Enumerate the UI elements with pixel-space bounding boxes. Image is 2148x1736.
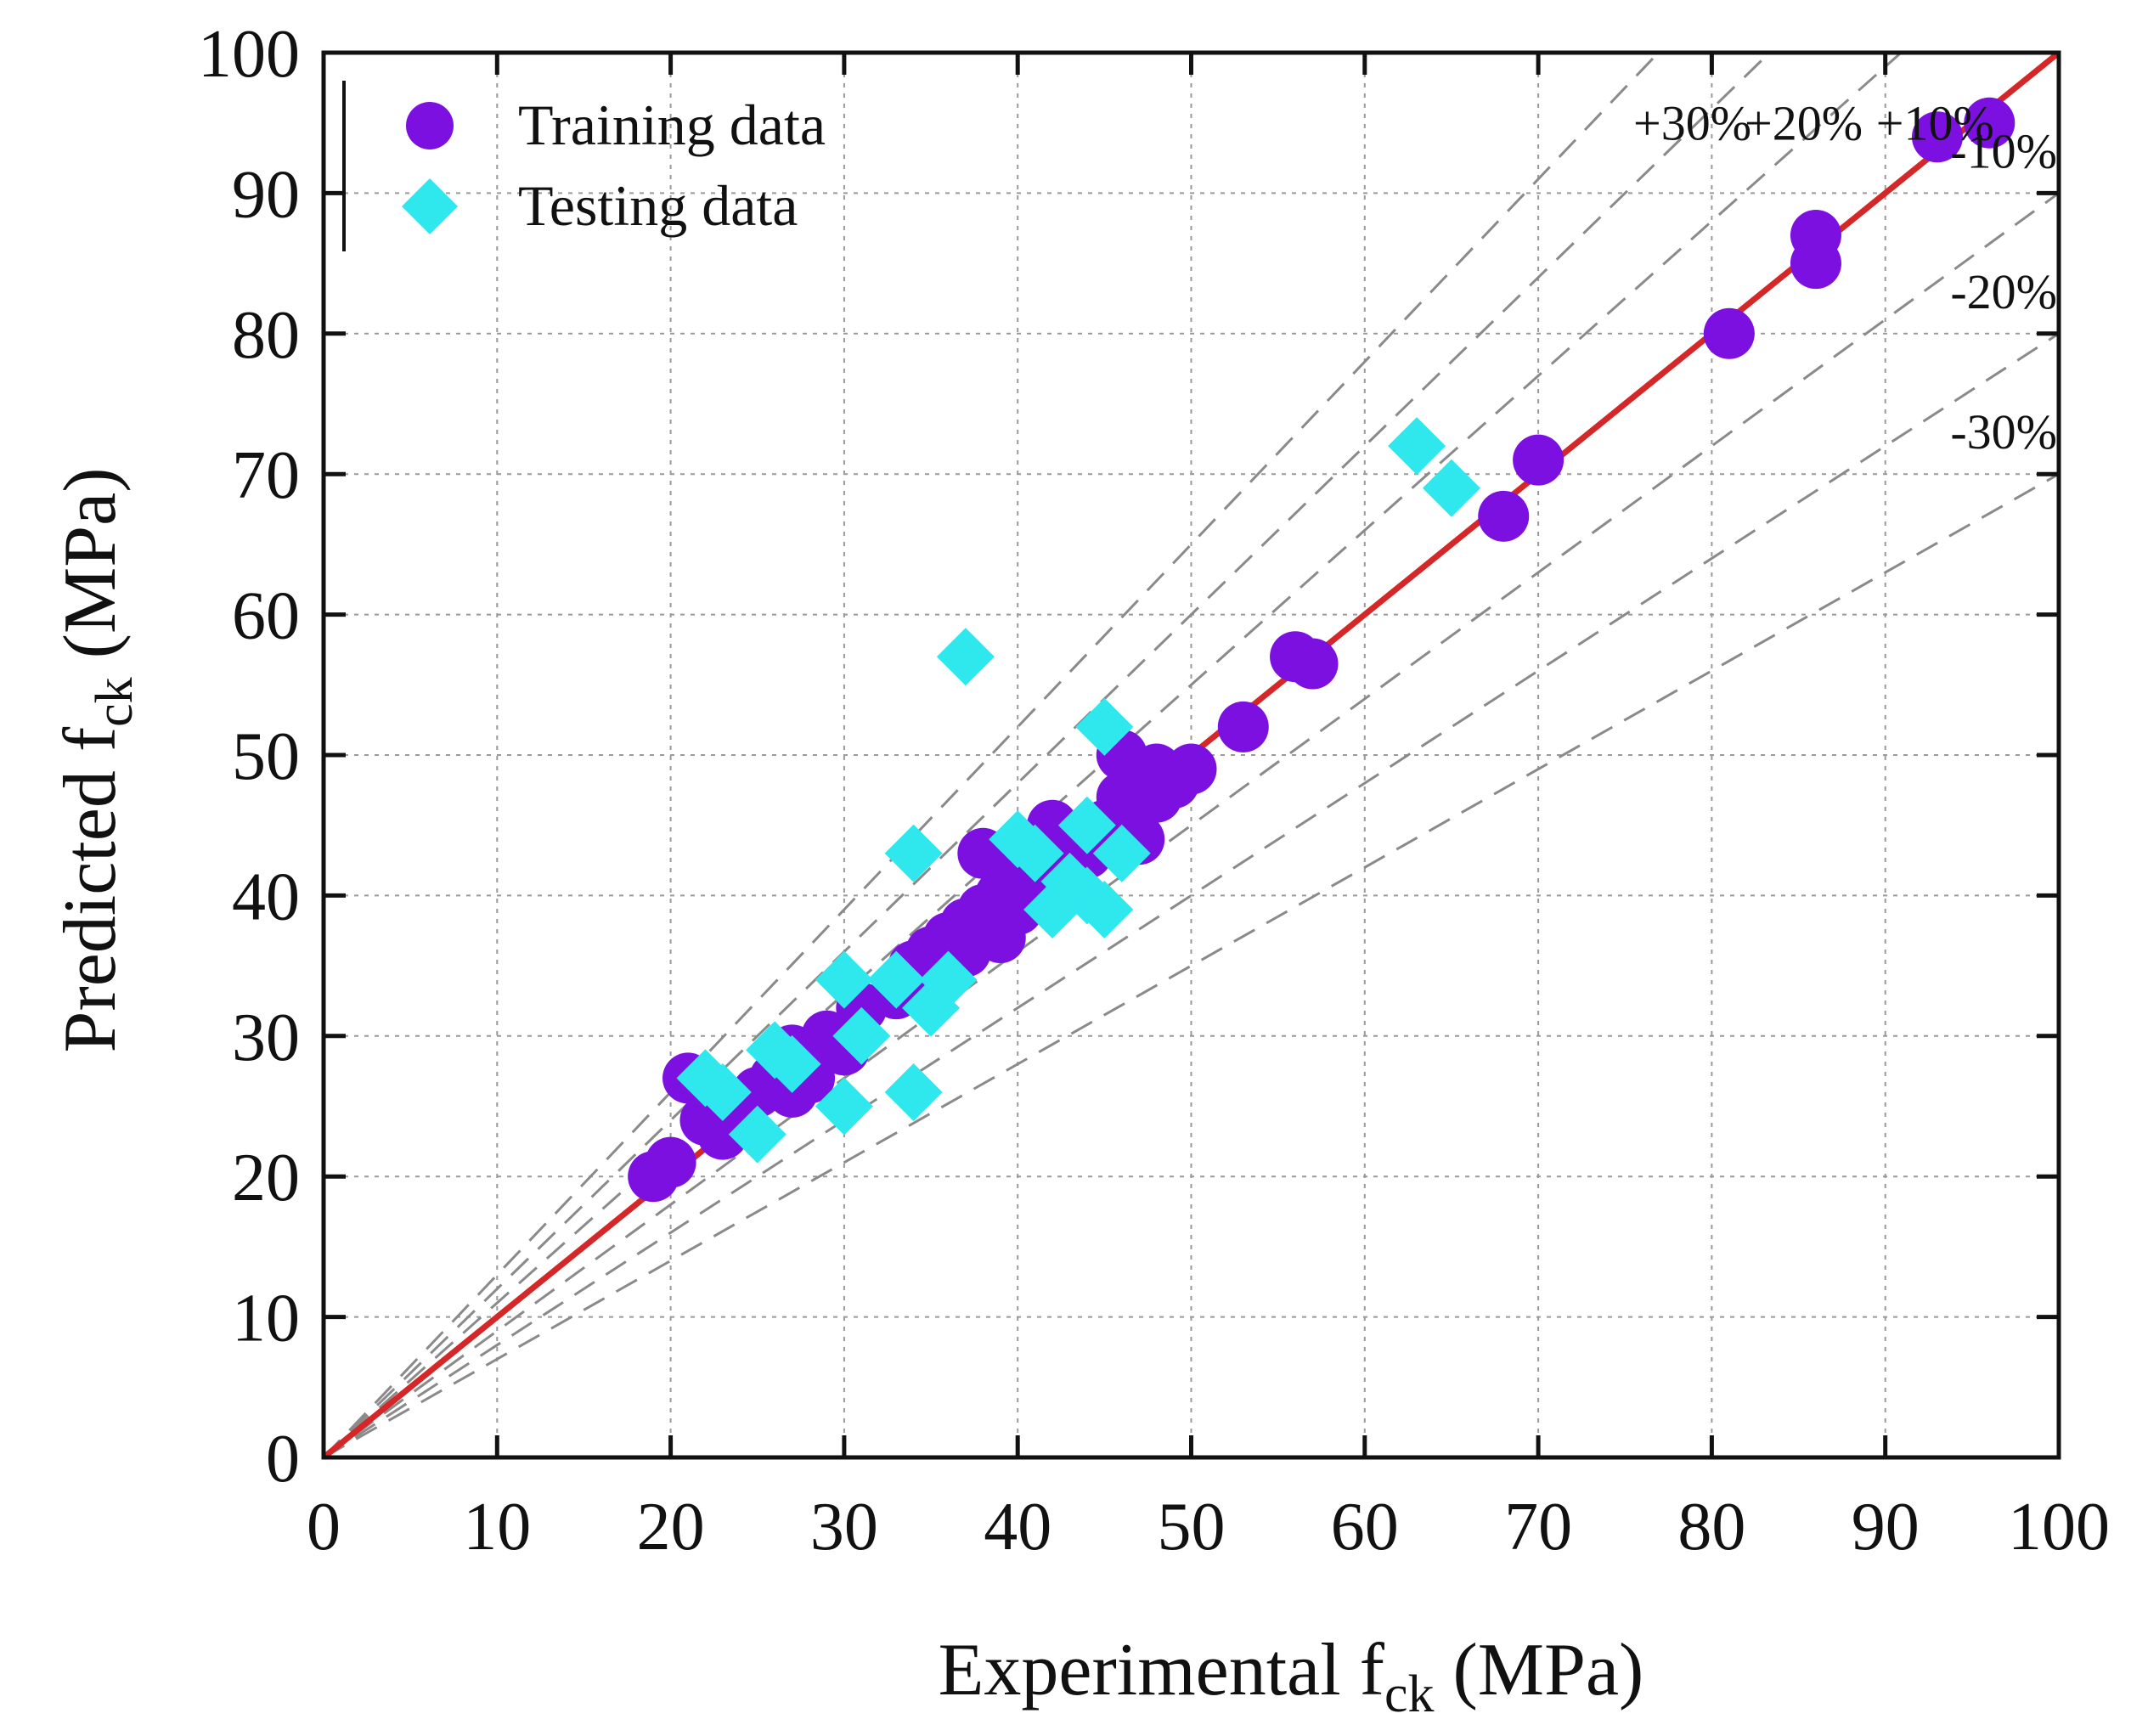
y-tick-label: 50 xyxy=(232,719,300,794)
x-tick-label: 70 xyxy=(1504,1490,1572,1564)
x-tick-label: 90 xyxy=(1852,1490,1920,1564)
training-point xyxy=(1165,743,1217,795)
training-point xyxy=(1703,307,1755,359)
testing-point xyxy=(1057,796,1116,854)
testing-point xyxy=(1075,697,1134,756)
y-tick-label: 100 xyxy=(198,17,300,92)
legend-label: Testing data xyxy=(518,173,798,238)
x-tick-label: 0 xyxy=(307,1490,341,1564)
x-axis-title: Experimental fck (MPa) xyxy=(939,1629,1644,1723)
testing-point xyxy=(1075,880,1134,938)
y-tick-label: 90 xyxy=(232,157,300,232)
y-axis-title-sub: ck xyxy=(86,677,144,727)
testing-point xyxy=(884,1062,943,1121)
testing-point xyxy=(884,824,943,882)
x-tick-label: 100 xyxy=(2008,1490,2110,1564)
legend-marker-training xyxy=(406,102,454,149)
x-tick-label: 80 xyxy=(1677,1490,1745,1564)
x-tick-label: 30 xyxy=(810,1490,878,1564)
testing-point xyxy=(832,1006,891,1065)
x-axis-title-main: Experimental f xyxy=(939,1629,1385,1711)
axis-ticks: 0 10 20 30 40 50 60 70 80 90 100 0 10 20 30 40 50 60 70 80 9… xyxy=(198,17,2110,1564)
testing-point xyxy=(1388,417,1446,476)
training-point xyxy=(1911,111,1963,163)
testing-point xyxy=(1422,459,1480,517)
band-line xyxy=(323,472,2060,1459)
testing-point xyxy=(728,1105,786,1164)
training-point xyxy=(1790,210,1841,262)
y-tick-label: 20 xyxy=(232,1141,300,1215)
band-label: -10% xyxy=(1950,123,2057,178)
band-line xyxy=(323,192,2060,1459)
y-axis-title: Predicted fck (MPa) xyxy=(49,467,144,1052)
band-label: -20% xyxy=(1950,264,2057,319)
training-point xyxy=(1287,638,1339,690)
x-tick-label: 40 xyxy=(984,1490,1051,1564)
y-tick-label: 70 xyxy=(232,438,300,513)
testing-point xyxy=(815,950,873,1009)
band-label: +30% xyxy=(1633,96,1751,151)
legend-label: Training data xyxy=(518,93,826,157)
x-tick-label: 20 xyxy=(637,1490,705,1564)
x-axis-title-unit: (MPa) xyxy=(1435,1629,1644,1711)
x-tick-label: 60 xyxy=(1331,1490,1399,1564)
testing-point xyxy=(919,950,978,1009)
y-tick-label: 80 xyxy=(232,298,300,373)
band-labels: +30%+20% +10%-10% -20% -30% xyxy=(1633,96,2057,460)
training-point xyxy=(1217,701,1269,752)
y-tick-label: 10 xyxy=(232,1282,300,1356)
band-line xyxy=(323,332,2060,1459)
y-tick-label: 40 xyxy=(232,860,300,934)
testing-point xyxy=(867,950,926,1009)
legend-marker-testing xyxy=(402,178,458,234)
x-tick-label: 10 xyxy=(463,1490,531,1564)
band-label: -30% xyxy=(1950,404,2057,459)
legend: Training data Testing data xyxy=(342,81,826,251)
y-axis-title-main: Predicted f xyxy=(49,726,132,1052)
x-tick-label: 50 xyxy=(1158,1490,1226,1564)
training-point xyxy=(1478,490,1530,542)
testing-point xyxy=(1092,824,1151,882)
band-label: +10% xyxy=(1876,96,1994,151)
testing-point xyxy=(936,628,995,686)
y-tick-label: 0 xyxy=(266,1422,300,1496)
y-tick-label: 60 xyxy=(232,579,300,654)
y-axis-title-unit: (MPa) xyxy=(49,467,132,677)
training-point xyxy=(1513,434,1564,486)
band-label: +20% xyxy=(1745,96,1863,151)
training-point xyxy=(645,1136,696,1188)
band-line xyxy=(322,51,1660,1459)
testing-point xyxy=(693,1062,752,1121)
testing-point xyxy=(815,1077,873,1136)
y-tick-label: 30 xyxy=(232,1000,300,1075)
training-point xyxy=(1964,97,2016,149)
testing-point xyxy=(763,1034,821,1093)
x-axis-title-sub: ck xyxy=(1384,1666,1435,1723)
data-points xyxy=(628,97,2016,1203)
testing-point xyxy=(1006,824,1064,882)
